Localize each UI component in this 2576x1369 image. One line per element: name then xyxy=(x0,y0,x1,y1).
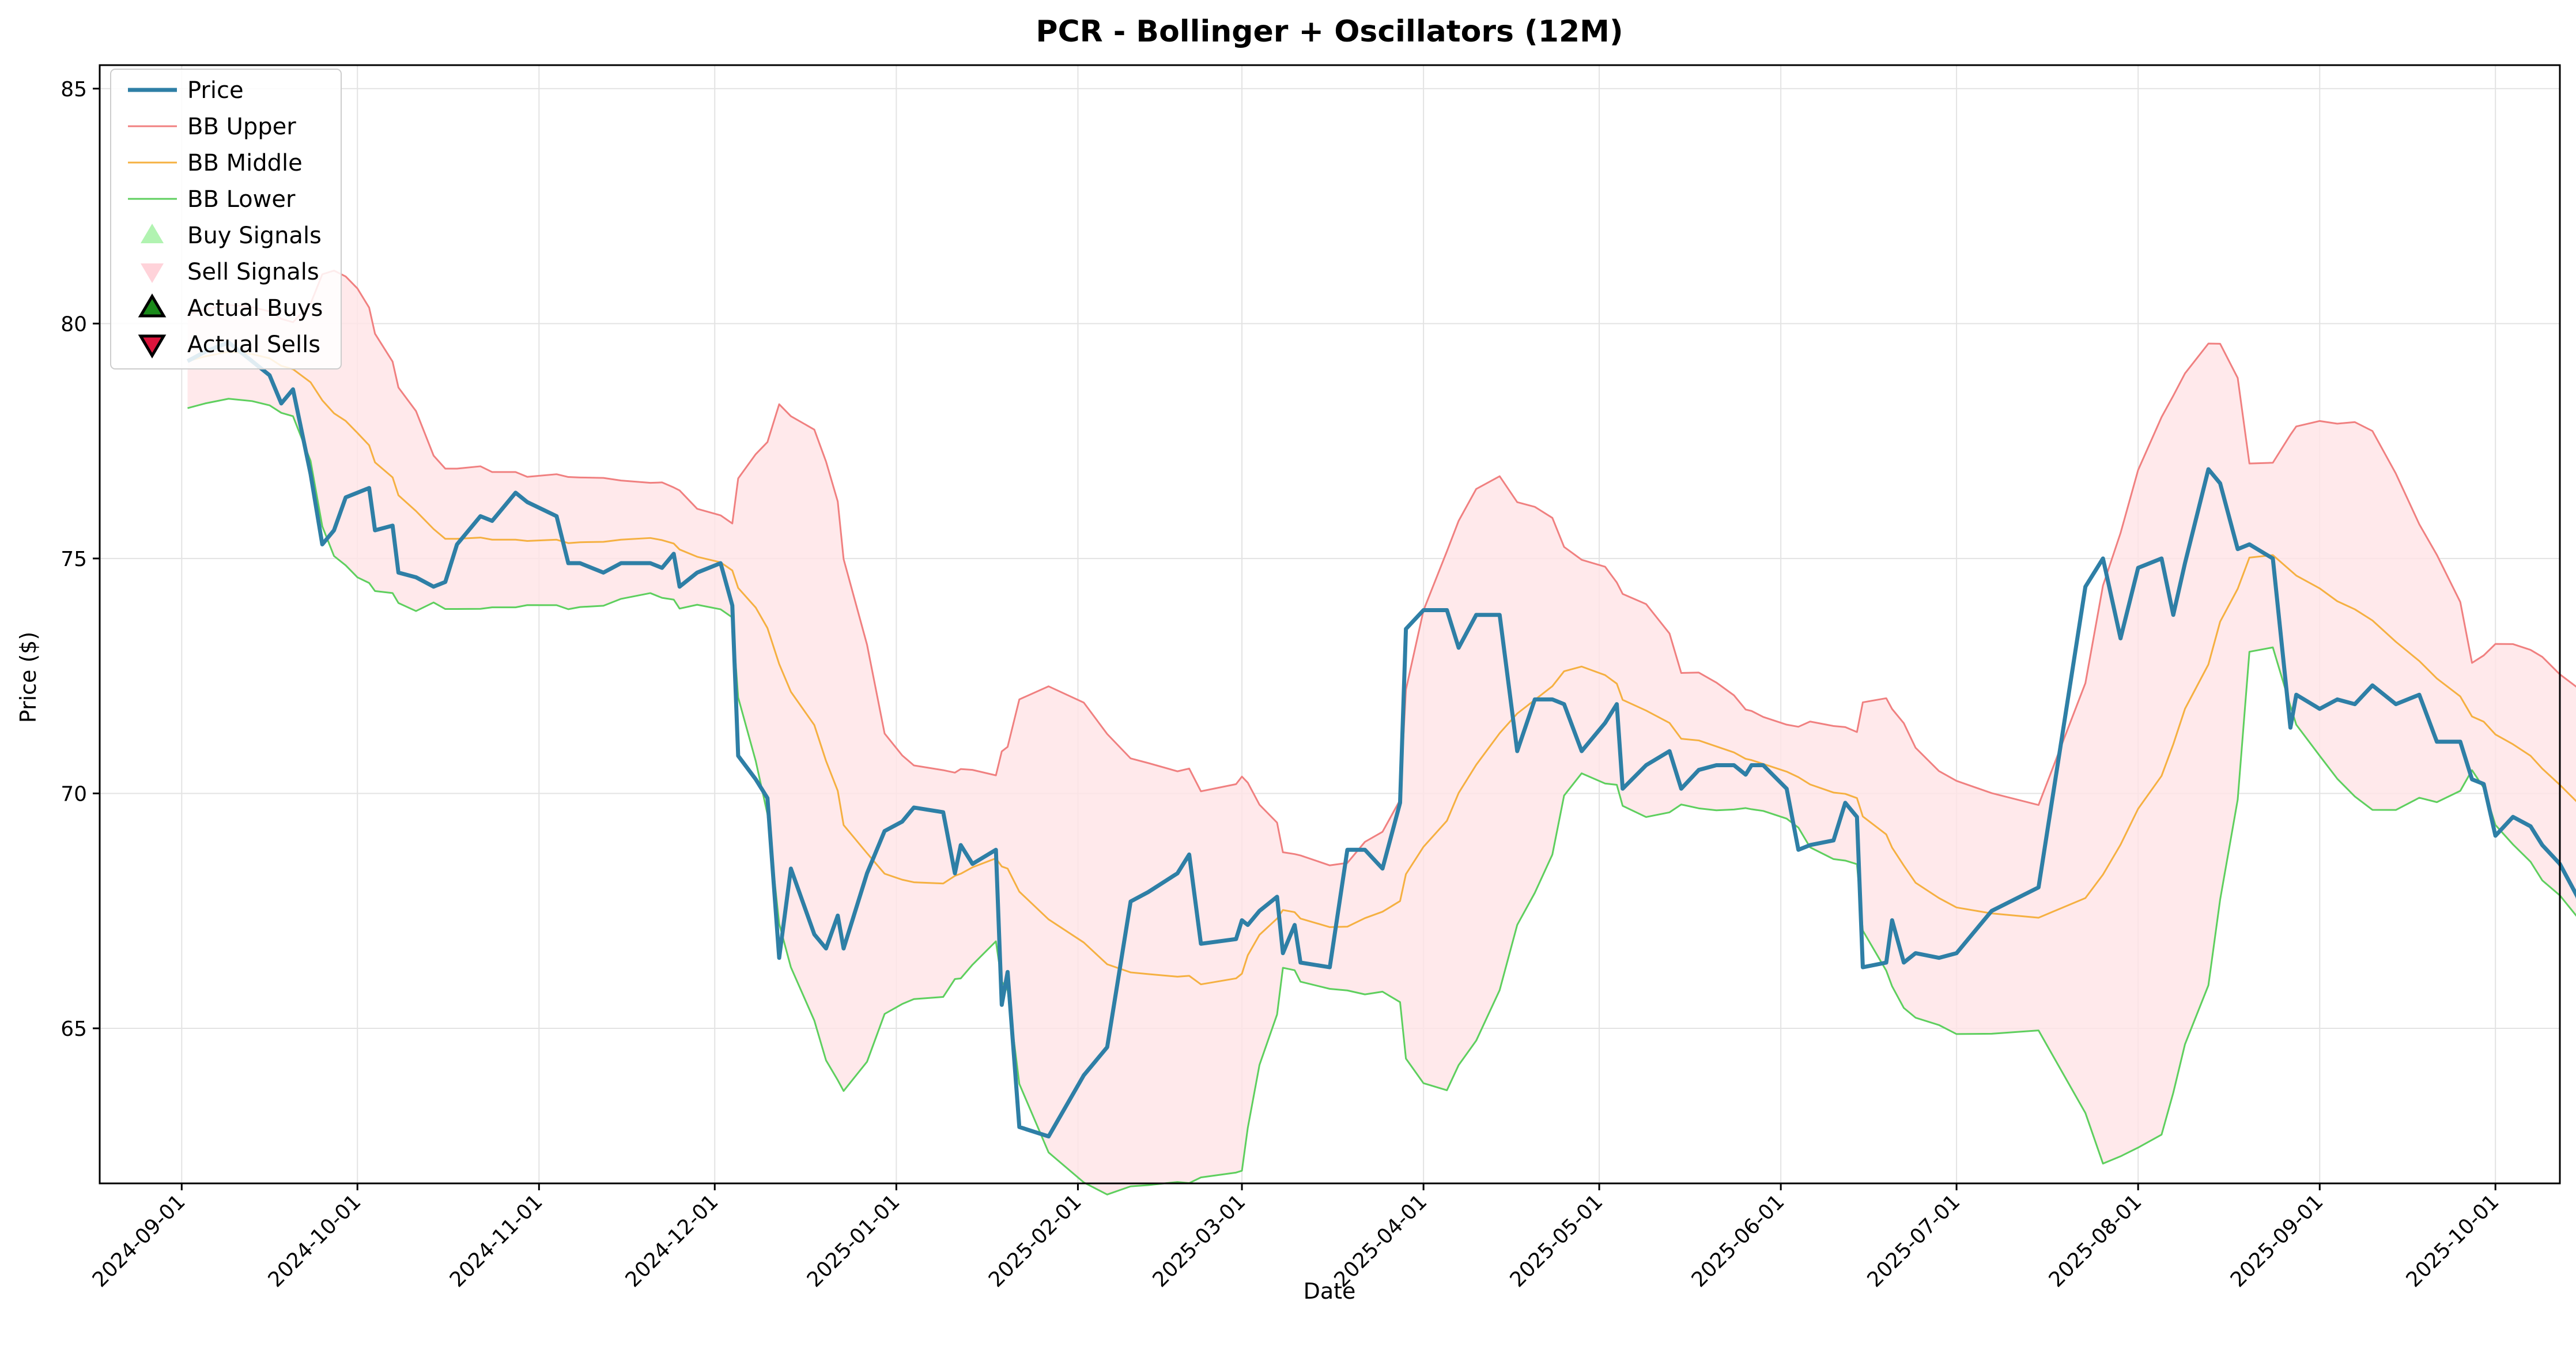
y-tick-label: 65 xyxy=(61,1017,87,1041)
legend-label: BB Lower xyxy=(187,186,296,213)
legend-swatch xyxy=(141,263,164,283)
legend-label: BB Middle xyxy=(187,150,303,176)
chart-title: PCR - Bollinger + Oscillators (12M) xyxy=(1036,14,1623,49)
y-axis-label: Price ($) xyxy=(16,632,41,723)
legend-label: BB Upper xyxy=(187,114,296,140)
y-tick-label: 75 xyxy=(61,548,87,571)
price-line xyxy=(186,340,2576,1138)
bb-lower-line xyxy=(187,398,2576,1195)
bb-band-fill xyxy=(187,270,2576,1195)
legend-swatch xyxy=(138,334,167,359)
legend: Price BB Upper BB Middle BB Lower Buy Signal… xyxy=(110,69,342,369)
y-tick-label: 80 xyxy=(61,312,87,336)
legend-box xyxy=(110,69,342,369)
legend-swatch xyxy=(141,224,164,243)
legend-label: Price xyxy=(187,77,244,104)
x-axis-label: Date xyxy=(1304,1279,1356,1304)
legend-label: Actual Sells xyxy=(187,331,320,358)
plot-frame xyxy=(99,64,2561,1185)
y-tick-label: 85 xyxy=(61,78,87,101)
bb-upper-line xyxy=(187,269,2576,866)
y-tick-label: 70 xyxy=(61,782,87,806)
legend-label: Actual Buys xyxy=(187,295,323,322)
bb-middle-line xyxy=(187,350,2576,986)
legend-label: Buy Signals xyxy=(187,222,322,249)
legend-label: Sell Signals xyxy=(187,259,319,285)
legend-swatch xyxy=(138,293,167,318)
